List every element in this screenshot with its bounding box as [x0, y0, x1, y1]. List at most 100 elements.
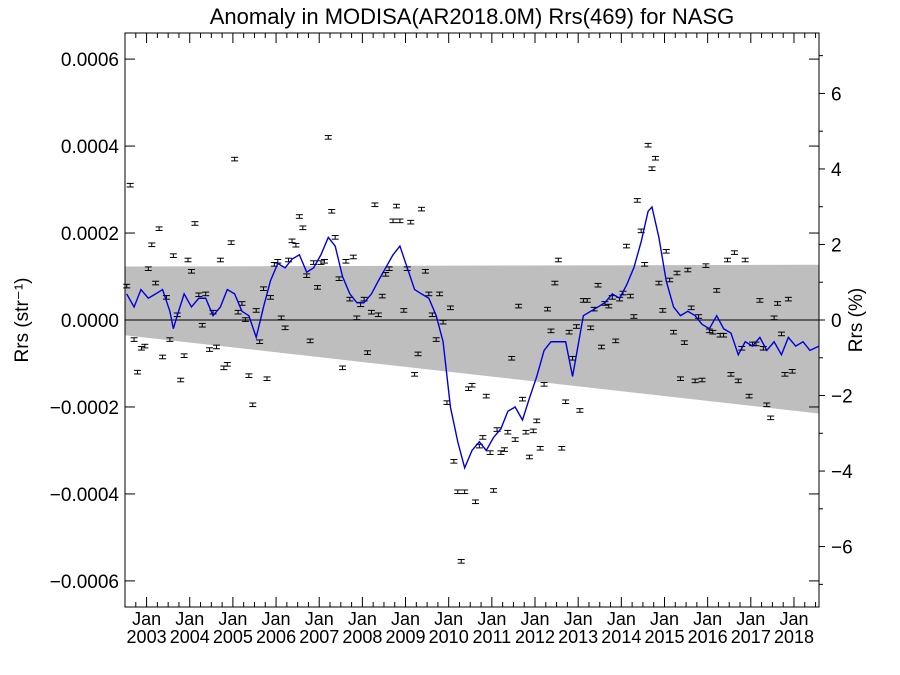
x-tick-month: Jan [477, 609, 506, 629]
data-point [626, 293, 634, 299]
data-point [533, 418, 541, 424]
x-tick-month: Jan [348, 609, 377, 629]
data-point [450, 459, 458, 464]
data-point [734, 378, 742, 384]
data-point [414, 351, 422, 357]
data-point [518, 396, 526, 402]
data-point [676, 376, 684, 382]
data-point [727, 372, 735, 377]
data-point [691, 378, 699, 384]
data-point [436, 291, 444, 297]
data-point [763, 402, 771, 408]
data-point [788, 369, 796, 374]
data-point [630, 314, 638, 319]
x-tick-year: 2006 [256, 627, 296, 647]
data-point [461, 489, 469, 495]
data-point [536, 445, 544, 451]
data-point [202, 291, 210, 297]
data-point [644, 142, 652, 148]
x-tick-month: Jan [305, 609, 334, 629]
data-point [709, 329, 717, 335]
x-tick-month: Jan [520, 609, 549, 629]
data-point [504, 429, 512, 435]
data-point [525, 454, 533, 460]
data-point [745, 393, 753, 399]
data-point [396, 218, 404, 224]
data-point [720, 332, 728, 338]
data-point [687, 305, 695, 311]
data-point [349, 254, 357, 260]
left-tick-label: 0.0004 [61, 137, 120, 158]
data-point [144, 266, 152, 271]
x-tick-month: Jan [132, 609, 161, 629]
right-tick-label: 2 [831, 235, 842, 256]
data-point [263, 376, 271, 382]
data-point [774, 301, 782, 306]
data-point [558, 445, 566, 451]
data-point [680, 340, 688, 345]
data-point [400, 308, 408, 313]
data-point [490, 488, 498, 493]
data-point [551, 280, 559, 286]
x-tick-year: 2015 [644, 627, 684, 647]
data-point [781, 372, 789, 377]
data-point [418, 206, 426, 212]
x-tick-year: 2005 [213, 627, 253, 647]
data-point [597, 344, 605, 350]
data-point [446, 305, 454, 311]
data-point [223, 362, 231, 367]
data-point [245, 373, 253, 378]
data-point [130, 337, 138, 342]
data-point [439, 319, 447, 325]
data-point [594, 282, 602, 288]
data-point [292, 242, 300, 248]
data-point [303, 273, 311, 278]
left-tick-label: 0.0000 [61, 311, 119, 332]
x-tick-year: 2007 [299, 627, 339, 647]
data-point [155, 226, 163, 231]
data-point [335, 276, 343, 281]
x-tick-month: Jan [434, 609, 463, 629]
data-point [187, 268, 195, 274]
data-point [281, 325, 289, 331]
x-tick-year: 2016 [688, 627, 728, 647]
data-point [266, 295, 274, 300]
data-point [184, 257, 192, 263]
data-point [180, 353, 188, 358]
data-point [623, 243, 631, 249]
data-point [306, 338, 314, 344]
data-point [529, 428, 537, 434]
data-point [659, 308, 667, 313]
x-tick-year: 2018 [774, 627, 814, 647]
right-tick-label: 6 [831, 84, 842, 105]
data-point [212, 344, 220, 350]
x-tick-year: 2014 [601, 627, 641, 647]
data-point [576, 408, 584, 413]
data-point [227, 240, 235, 245]
data-point [547, 328, 555, 334]
data-point [641, 262, 649, 267]
x-tick-year: 2010 [429, 627, 469, 647]
left-tick-label: 0.0006 [61, 50, 119, 71]
data-point [662, 248, 670, 254]
data-point [651, 155, 659, 161]
data-point [486, 450, 494, 455]
left-tick-label: 0.0002 [61, 224, 119, 245]
data-point [666, 277, 674, 283]
x-tick-year: 2004 [170, 627, 210, 647]
smoothed-line [126, 205, 820, 471]
data-point [152, 280, 160, 286]
right-tick-label: 0 [831, 311, 842, 332]
x-tick-month: Jan [564, 609, 593, 629]
data-point [767, 415, 775, 421]
data-point [724, 257, 732, 263]
data-point [713, 288, 721, 293]
data-point [673, 270, 681, 276]
data-point [169, 253, 177, 258]
data-point [730, 250, 738, 255]
data-point [134, 369, 142, 375]
right-axis: 6 4 2 0 −2 −4 −6 [819, 55, 853, 585]
data-point [159, 354, 167, 360]
x-axis: Jan2003Jan2004Jan2005Jan2006Jan2007Jan20… [124, 33, 817, 647]
x-tick-month: Jan [175, 609, 204, 629]
